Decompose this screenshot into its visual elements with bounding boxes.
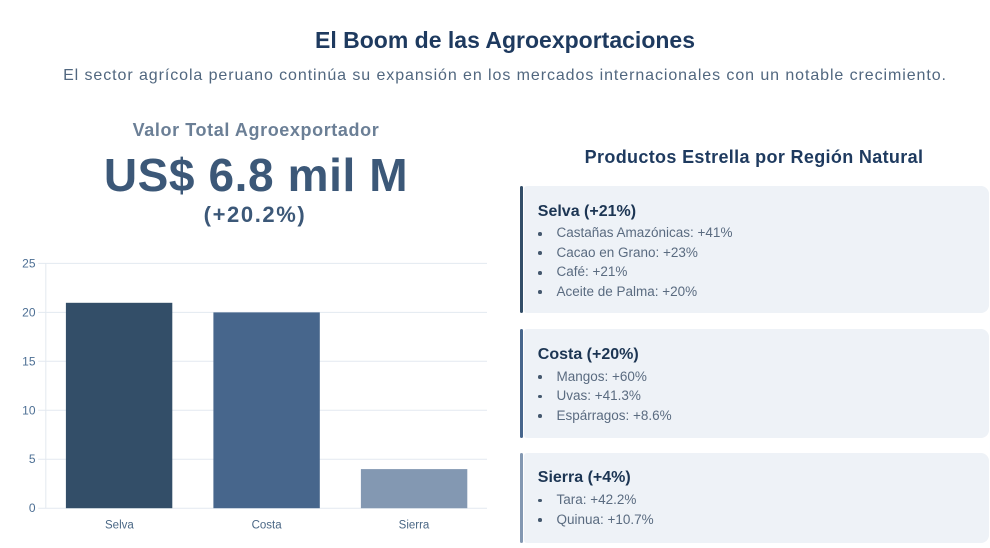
svg-text:15: 15	[22, 354, 36, 368]
svg-text:Selva: Selva	[105, 519, 134, 531]
svg-text:Sierra: Sierra	[399, 519, 430, 531]
svg-text:0: 0	[29, 501, 36, 515]
svg-text:20: 20	[22, 305, 36, 319]
svg-text:5: 5	[29, 452, 36, 466]
svg-text:Costa: Costa	[252, 519, 283, 531]
svg-text:25: 25	[22, 256, 36, 270]
svg-text:10: 10	[22, 403, 36, 417]
